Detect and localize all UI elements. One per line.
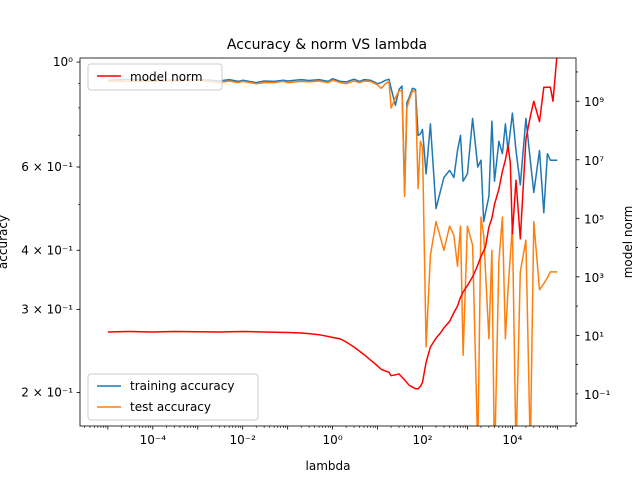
x-tick-label: 10⁴: [502, 433, 522, 447]
legend-label-test-accuracy: test accuracy: [130, 400, 211, 414]
plot-frame: [79, 57, 577, 427]
series-line-model-norm: [107, 58, 558, 390]
x-axis-label: lambda: [306, 459, 351, 473]
chart-title: Accuracy & norm VS lambda: [227, 37, 427, 53]
series-line-training-accuracy: [107, 77, 558, 223]
y-tick-label: 4 × 10⁻¹: [21, 243, 73, 257]
legend-top-box: [87, 63, 223, 91]
y2-tick-label: 10¹: [584, 329, 604, 343]
y2-axis-label: model norm: [621, 206, 635, 279]
y2-tick-label: 10⁵: [584, 212, 604, 226]
y2-tick-label: 10⁹: [584, 95, 604, 109]
series-line-test-accuracy: [107, 79, 558, 426]
y2-tick-label: 10³: [584, 271, 604, 285]
x-tick-label: 10²: [412, 433, 432, 447]
y-tick-label: 10⁰: [53, 55, 73, 69]
y2-tick-label: 10⁷: [584, 154, 604, 168]
x-tick-label: 10⁰: [323, 433, 343, 447]
x-tick-label: 10⁻⁴: [140, 433, 167, 447]
y2-tick-label: 10⁻¹: [584, 388, 611, 402]
y-tick-label: 3 × 10⁻¹: [21, 302, 73, 316]
y-tick-label: 2 × 10⁻¹: [21, 386, 73, 400]
y-axis-label: accuracy: [0, 215, 10, 269]
legend-bottom: training accuracy test accuracy: [87, 373, 259, 421]
legend-top: model norm: [87, 63, 223, 91]
legend-label-model-norm: model norm: [130, 70, 203, 84]
legend-label-training-accuracy: training accuracy: [130, 379, 234, 393]
y-tick-label: 6 × 10⁻¹: [21, 160, 73, 174]
legend-bottom-box: [87, 373, 259, 421]
x-tick-label: 10⁻²: [229, 433, 256, 447]
